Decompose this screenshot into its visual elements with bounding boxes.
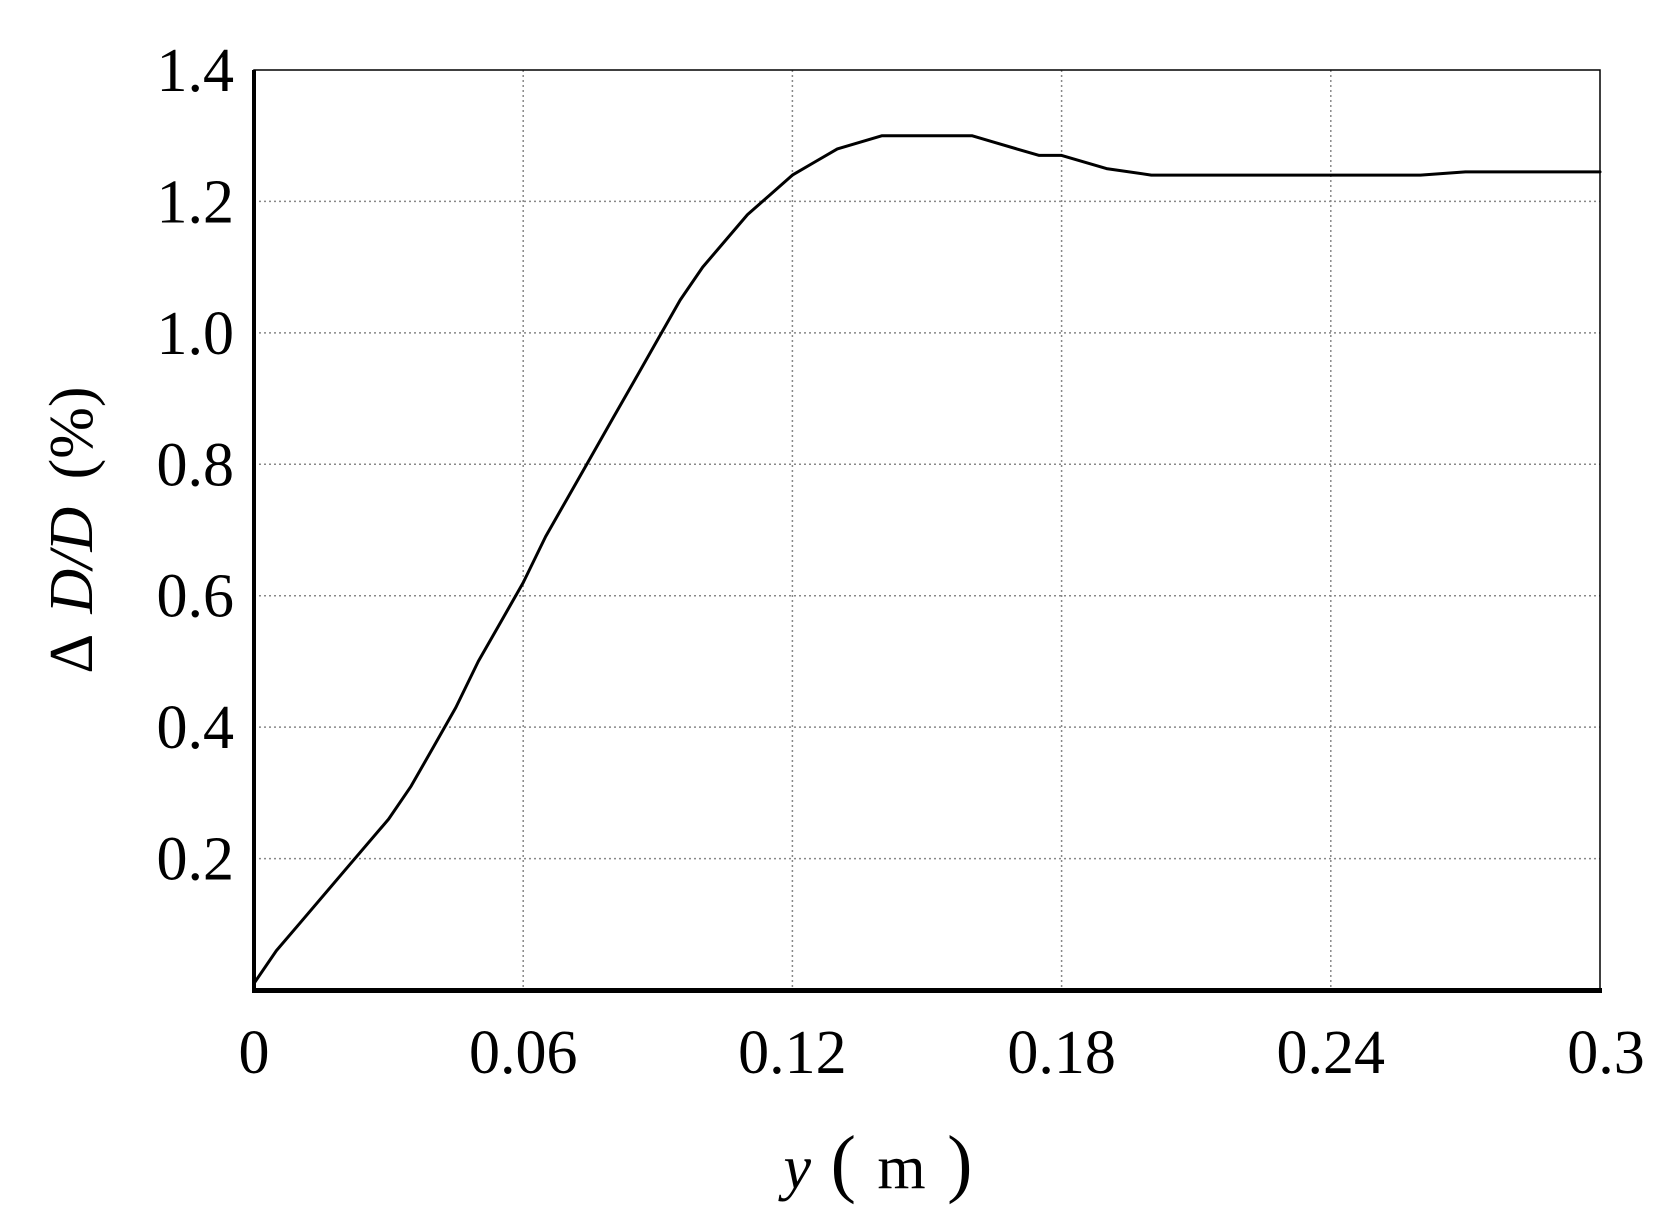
x-tick-label: 0.06: [469, 1019, 578, 1087]
x-axis-open-paren: (: [831, 1121, 856, 1205]
y-tick-label: 0.8: [157, 431, 235, 499]
y-axis-line: [252, 70, 256, 992]
y-axis-unit: (%): [38, 386, 106, 479]
x-axis-var: y: [778, 1134, 812, 1202]
x-axis-unit: m: [877, 1134, 925, 1202]
x-axis-line: [252, 988, 1602, 993]
y-tick-label: 1.2: [157, 168, 235, 236]
x-tick-label: 0.12: [738, 1019, 847, 1087]
x-tick-label: 0: [239, 1019, 270, 1087]
y-tick-label: 0.4: [157, 694, 235, 762]
x-tick-label: 0.3: [1567, 1019, 1645, 1087]
x-tick-labels: 0 0.06 0.12 0.18 0.24 0.3: [239, 1019, 1645, 1087]
series-line: [252, 134, 1602, 985]
y-axis-delta: Δ: [38, 636, 106, 674]
x-axis-close-paren: ): [947, 1121, 972, 1205]
x-tick-label: 0.24: [1277, 1019, 1386, 1087]
y-tick-label: 1.4: [157, 37, 235, 105]
y-axis-title: Δ D/D (%): [38, 386, 106, 673]
x-tick-label: 0.18: [1007, 1019, 1116, 1087]
y-tick-label: 0.6: [157, 563, 235, 631]
y-axis-var: D/D: [38, 507, 106, 615]
x-axis-title: y ( m ): [778, 1121, 973, 1205]
y-tick-label: 0.2: [157, 826, 235, 894]
y-tick-label: 1.0: [157, 300, 235, 368]
plot-frame: [253, 69, 1601, 991]
y-tick-labels: 0.2 0.4 0.6 0.8 1.0 1.2 1.4: [157, 37, 235, 894]
series-layer: [252, 134, 1602, 985]
grid: [254, 70, 1600, 990]
